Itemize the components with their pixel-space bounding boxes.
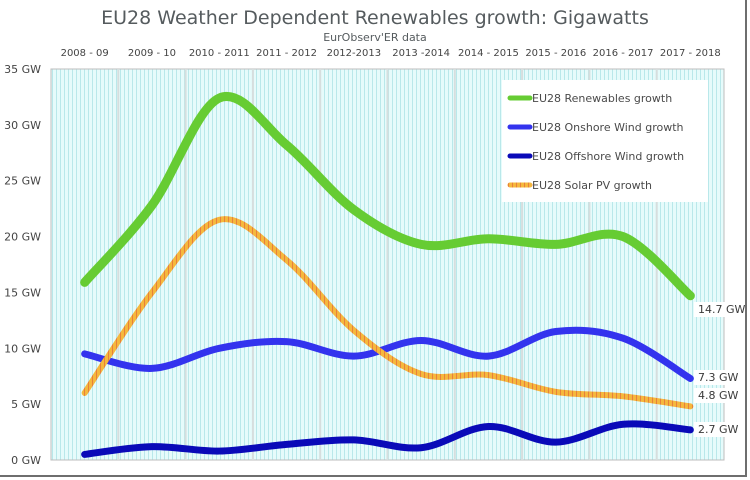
y-tick-label: 25 GW: [4, 175, 41, 188]
x-tick-label: 2009 - 10: [128, 48, 176, 59]
x-axis-ticks: 2008 - 09 2009 - 10 2010 - 2011 2011 - 2012…: [61, 48, 721, 59]
end-label-onshore-wind: 7.3 GW: [698, 371, 739, 384]
x-tick-label: 2016 - 2017: [593, 48, 654, 59]
end-label-bg: [694, 388, 740, 403]
series-solar-pv: [81, 216, 694, 410]
end-label-renewables: 14.7 GW: [698, 303, 746, 316]
legend-label-offshore-wind: EU28 Offshore Wind growth: [532, 150, 684, 163]
legend-label-solar-pv: EU28 Solar PV growth: [532, 179, 652, 192]
y-tick-label: 5 GW: [11, 398, 41, 411]
end-label-offshore-wind: 2.7 GW: [698, 423, 739, 436]
legend: EU28 Renewables growth EU28 Onshore Wind …: [502, 80, 708, 202]
chart-subtitle: EurObserv'ER data: [323, 31, 427, 44]
series-onshore-wind: [81, 326, 694, 382]
end-label-bg: [694, 302, 740, 317]
legend-label-onshore-wind: EU28 Onshore Wind growth: [532, 121, 684, 134]
end-labels: 14.7 GW 7.3 GW 2.7 GW 4.8 GW: [694, 302, 746, 437]
y-tick-label: 35 GW: [4, 63, 41, 76]
y-tick-label: 0 GW: [11, 454, 41, 467]
x-tick-label: 2008 - 09: [61, 48, 109, 59]
series-offshore-wind: [81, 420, 694, 458]
series-line-onshore-wind: [81, 326, 694, 382]
x-tick-label: 2013 -2014: [392, 48, 450, 59]
end-label-bg: [694, 422, 740, 437]
series-renewables: [80, 91, 695, 301]
chart-title: EU28 Weather Dependent Renewables growth…: [101, 7, 649, 29]
series-line-solar-pv: [81, 216, 694, 410]
end-label-bg: [694, 370, 740, 385]
y-tick-label: 20 GW: [4, 231, 41, 244]
x-tick-label: 2010 - 2011: [189, 48, 250, 59]
legend-label-renewables: EU28 Renewables growth: [532, 92, 672, 105]
series-lines: [80, 91, 695, 458]
x-tick-label: 2012-2013: [327, 48, 382, 59]
x-tick-label: 2017 - 2018: [660, 48, 721, 59]
series-line-renewables: [80, 91, 695, 301]
legend-box: [502, 80, 708, 202]
y-tick-label: 15 GW: [4, 286, 41, 299]
y-axis-ticks: 0 GW 5 GW 10 GW 15 GW 20 GW 25 GW 30 GW 35 GW: [4, 63, 41, 467]
x-tick-label: 2011 - 2012: [256, 48, 317, 59]
x-tick-label: 2015 - 2016: [525, 48, 586, 59]
series-line-offshore-wind: [81, 420, 694, 458]
y-tick-label: 30 GW: [4, 119, 41, 132]
x-tick-label: 2014 - 2015: [458, 48, 519, 59]
y-tick-label: 10 GW: [4, 342, 41, 355]
end-label-solar-pv: 4.8 GW: [698, 389, 739, 402]
